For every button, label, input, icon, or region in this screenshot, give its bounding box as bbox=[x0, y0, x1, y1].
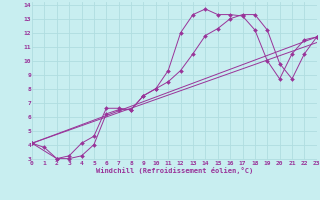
X-axis label: Windchill (Refroidissement éolien,°C): Windchill (Refroidissement éolien,°C) bbox=[96, 167, 253, 174]
